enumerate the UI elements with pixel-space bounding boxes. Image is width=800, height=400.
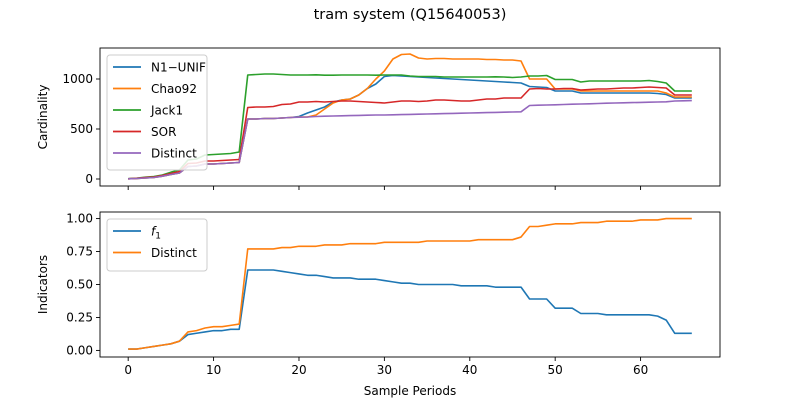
cardinality-ytick-label: 0 <box>85 172 93 186</box>
indicators-y-axis-label: Indicators <box>36 255 50 314</box>
indicators-xtick-label: 0 <box>124 363 132 377</box>
figure-title: tram system (Q15640053) <box>314 7 507 23</box>
cardinality-series-line-4 <box>128 99 692 180</box>
indicators-series-line-1 <box>128 217 692 350</box>
cardinality-legend-label-0: N1−UNIF <box>151 61 206 75</box>
cardinality-legend-label-1: Chao92 <box>151 82 197 96</box>
indicators-ytick-label: 0.50 <box>66 278 93 292</box>
indicators-series-line-0 <box>128 269 692 350</box>
indicators-xtick-label: 50 <box>548 363 563 377</box>
indicators-xtick-label: 60 <box>633 363 648 377</box>
indicators-panel: 0 10 20 30 40 50 60 0.00 0.25 0.50 0.75 1.00 Indicat… <box>36 211 721 398</box>
indicators-ytick-label: 0.25 <box>66 310 93 324</box>
cardinality-ytick-label: 500 <box>70 122 93 136</box>
indicators-legend-label-1: Distinct <box>151 246 197 260</box>
cardinality-ytick-label: 1000 <box>62 72 93 86</box>
indicators-xtick-label: 30 <box>377 363 392 377</box>
cardinality-legend-label-2: Jack1 <box>150 104 183 118</box>
cardinality-panel: 0 500 1000 Cardinality N1−UNIF Chao92 Jack1 SOR… <box>36 47 721 190</box>
indicators-ytick-label: 0.75 <box>66 245 93 259</box>
cardinality-legend-box <box>106 54 208 171</box>
cardinality-legend-label-3: SOR <box>151 125 176 139</box>
indicators-xtick-label: 40 <box>462 363 477 377</box>
indicators-legend-label-0: f1 <box>151 225 161 242</box>
indicators-ytick-label: 1.00 <box>66 212 93 226</box>
cardinality-series-line-3 <box>128 86 692 180</box>
cardinality-y-axis-label: Cardinality <box>36 85 50 150</box>
indicators-legend-box <box>106 218 208 272</box>
indicators-ytick-label: 0.00 <box>66 343 93 357</box>
indicators-x-axis-label: Sample Periods <box>364 384 456 398</box>
cardinality-legend-label-4: Distinct <box>151 147 197 161</box>
cardinality-axes-frame <box>99 47 721 187</box>
indicators-xtick-label: 10 <box>206 363 221 377</box>
cardinality-series-line-2 <box>128 73 692 180</box>
indicators-xtick-label: 20 <box>291 363 306 377</box>
